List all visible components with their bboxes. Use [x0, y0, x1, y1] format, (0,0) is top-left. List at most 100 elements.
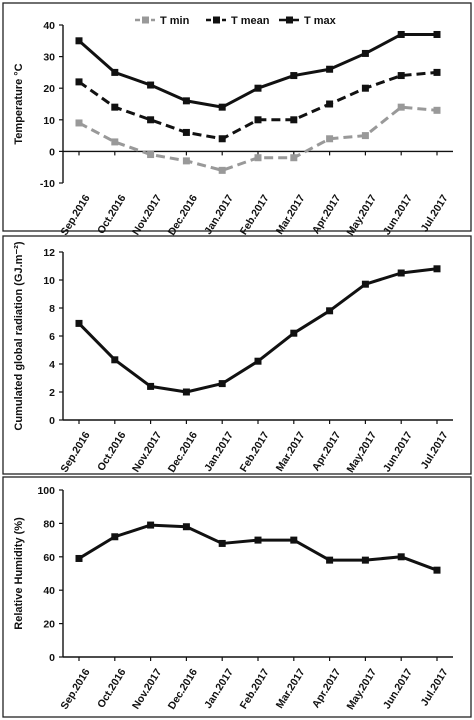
temperature-data-point — [397, 103, 405, 111]
legend-swatch-marker — [213, 16, 220, 24]
temperature-y-tick-label: 40 — [43, 20, 55, 32]
temperature-x-tick-label: Apr.2017 — [310, 193, 343, 237]
temperature-panel-frame — [2, 2, 472, 232]
humidity-data-point — [182, 523, 190, 531]
radiation-x-tick-label: Dec.2016 — [166, 430, 200, 475]
temperature-data-point — [254, 154, 262, 162]
temperature-data-point — [218, 166, 226, 174]
humidity-data-point — [433, 566, 441, 574]
temperature-data-point — [182, 157, 190, 165]
radiation-y-tick-label: 12 — [43, 247, 55, 259]
humidity-data-point — [218, 539, 226, 547]
temperature-data-point — [111, 68, 119, 76]
radiation-y-tick-label: 4 — [49, 359, 55, 371]
radiation-data-point — [433, 265, 441, 273]
temperature-data-point — [433, 68, 441, 76]
radiation-x-tick-label: May.2017 — [345, 430, 380, 475]
humidity-data-point — [147, 521, 155, 529]
temperature-data-point — [290, 116, 298, 124]
temperature-data-point — [433, 30, 441, 38]
humidity-x-tick-label: Feb.2017 — [238, 667, 272, 712]
temperature-data-point — [397, 30, 405, 38]
temperature-data-point — [361, 84, 369, 92]
radiation-data-point — [290, 329, 298, 337]
humidity-x-tick-label: Sep.2016 — [58, 667, 92, 712]
temperature-data-point — [361, 132, 369, 140]
humidity-data-point — [397, 553, 405, 561]
humidity-y-tick-label: 80 — [43, 518, 55, 530]
temperature-y-tick-label: 10 — [43, 115, 55, 127]
radiation-y-tick-label: 0 — [49, 415, 55, 427]
radiation-data-point — [147, 382, 155, 390]
temperature-x-tick-label: Oct.2016 — [95, 193, 128, 237]
radiation-y-tick-label: 10 — [43, 275, 55, 287]
temperature-y-tick-label: 30 — [43, 52, 55, 64]
radiation-y-tick-label: 8 — [49, 303, 55, 315]
humidity-x-tick-label: Oct.2016 — [95, 667, 128, 711]
radiation-x-tick-label: Apr.2017 — [310, 430, 343, 474]
humidity-y-tick-label: 40 — [43, 585, 55, 597]
temperature-data-point — [326, 135, 334, 143]
humidity-data-point — [361, 556, 369, 564]
temperature-x-tick-label: Mar.2017 — [274, 193, 308, 237]
radiation-data-point — [361, 280, 369, 288]
temperature-data-point — [182, 97, 190, 105]
humidity-x-tick-label: Apr.2017 — [310, 667, 343, 711]
radiation-data-point — [326, 307, 334, 315]
temperature-series-line-t-max — [78, 32, 437, 109]
humidity-x-tick-label: Nov.2017 — [130, 667, 164, 712]
temperature-data-point — [75, 78, 83, 86]
temperature-y-tick-label: 20 — [43, 83, 55, 95]
radiation-data-point — [397, 269, 405, 277]
humidity-x-tick-label: Dec.2016 — [166, 667, 200, 712]
radiation-data-point — [111, 356, 119, 364]
radiation-data-point — [75, 319, 83, 327]
temperature-series-line-t-mean — [78, 70, 438, 141]
radiation-panel-frame — [2, 235, 472, 475]
radiation-panel: 0 2 4 6 8 10 12 Sep.2016 Oct.2016 Nov.2017 Dec.201… — [2, 235, 472, 475]
humidity-y-tick-label: 100 — [37, 485, 55, 497]
temperature-data-point — [147, 151, 155, 159]
temperature-data-point — [254, 84, 262, 92]
temperature-data-point — [290, 154, 298, 162]
humidity-x-tick-label: Jul.2017 — [419, 667, 451, 709]
temperature-data-point — [326, 100, 334, 108]
temperature-data-point — [111, 138, 119, 146]
radiation-x-tick-label: Sep.2016 — [58, 430, 92, 475]
temperature-data-point — [254, 116, 262, 124]
radiation-y-tick-label: 6 — [49, 331, 55, 343]
humidity-x-tick-label: Mar.2017 — [274, 667, 308, 711]
humidity-x-tick-label: Jan.2017 — [202, 667, 236, 711]
temperature-x-tick-label: Jan.2017 — [202, 193, 236, 237]
temperature-data-point — [326, 65, 334, 73]
radiation-data-point — [182, 388, 190, 396]
radiation-series-line-0 — [77, 267, 438, 394]
radiation-x-tick-label: Feb.2017 — [238, 430, 272, 475]
radiation-x-tick-label: Jul.2017 — [419, 430, 451, 472]
humidity-panel-frame — [2, 476, 472, 718]
radiation-x-tick-label: Jun.2017 — [381, 430, 415, 475]
temperature-y-tick-label: 0 — [49, 146, 55, 158]
humidity-panel: 0 20 40 60 80 100 Sep.2016 Oct.2016 Nov.2017 Dec.… — [2, 476, 472, 718]
radiation-x-tick-label: Jan.2017 — [202, 430, 236, 474]
temperature-data-point — [147, 116, 155, 124]
humidity-series-line-0 — [78, 523, 438, 572]
legend-swatch-marker — [142, 16, 149, 24]
temperature-data-point — [361, 49, 369, 57]
radiation-data-point — [218, 380, 226, 388]
temperature-data-point — [75, 37, 83, 45]
humidity-data-point — [326, 556, 334, 564]
humidity-data-point — [75, 554, 83, 562]
temperature-data-point — [290, 72, 298, 80]
legend-swatch-marker — [286, 16, 293, 24]
radiation-y-axis-label: Cumulated global radiation (GJ.m⁻²) — [13, 241, 25, 430]
temperature-data-point — [182, 128, 190, 136]
humidity-data-point — [111, 533, 119, 541]
humidity-x-tick-label: Jun.2017 — [381, 667, 415, 712]
temperature-data-point — [75, 119, 83, 127]
humidity-y-axis-label: Relative Humidity (%) — [13, 517, 25, 630]
humidity-data-point — [254, 536, 262, 544]
temperature-legend: T min T mean T max — [135, 15, 337, 27]
legend-label: T min — [160, 15, 190, 27]
